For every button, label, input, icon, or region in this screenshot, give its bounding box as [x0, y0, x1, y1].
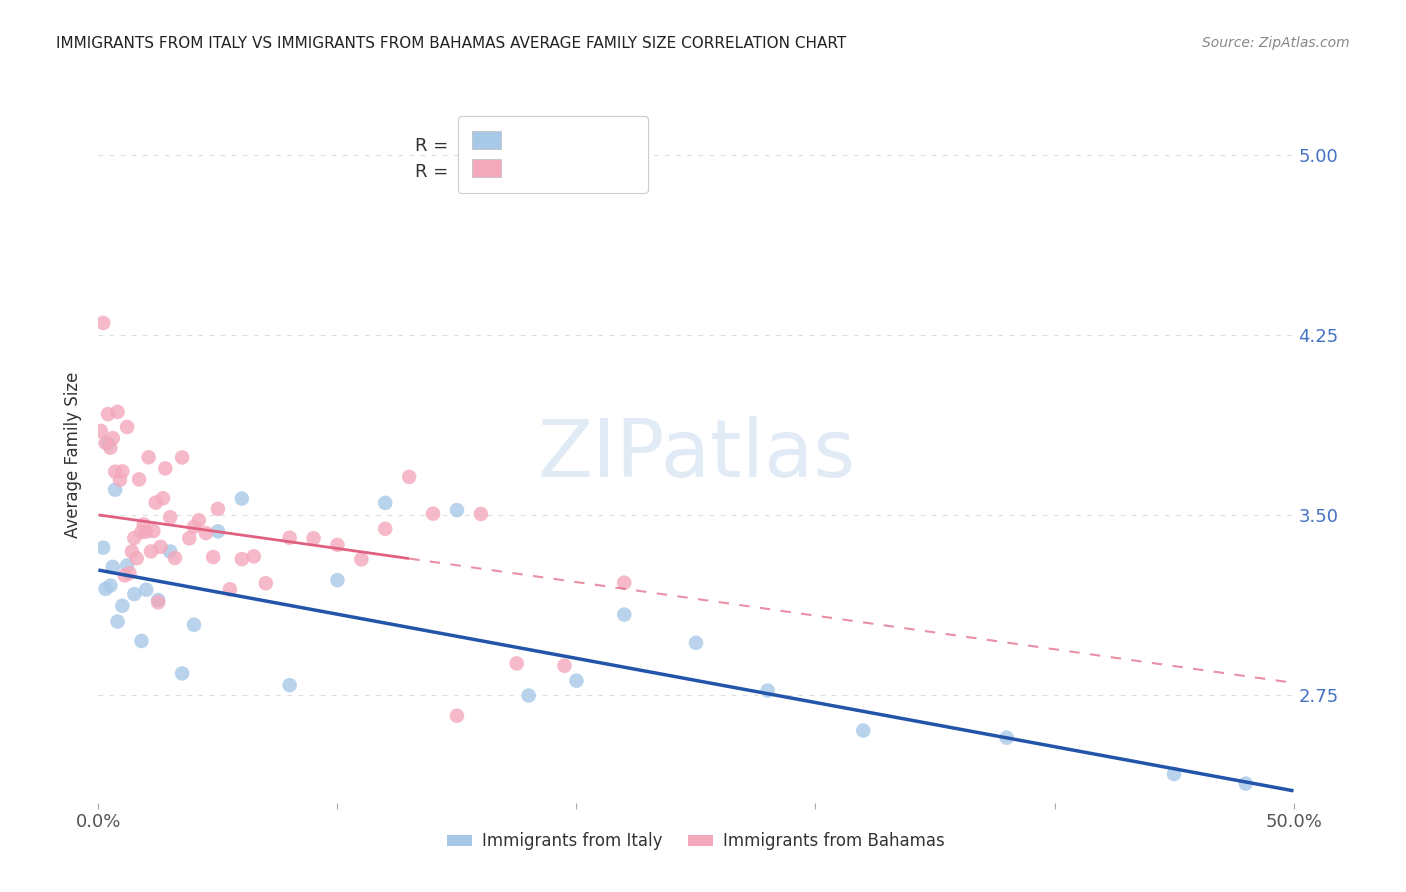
Point: [91, 316, 114, 330]
Point: [350, 552, 373, 566]
Point: [104, 465, 127, 479]
Point: [139, 544, 162, 558]
Point: [111, 464, 134, 478]
Point: [243, 549, 266, 564]
Point: [187, 513, 209, 527]
Point: [517, 689, 540, 703]
Point: [1163, 767, 1185, 781]
Text: N =: N =: [553, 163, 592, 181]
Point: [111, 599, 134, 613]
Point: [202, 549, 225, 564]
Point: [374, 496, 396, 510]
Point: [107, 405, 129, 419]
Legend: Immigrants from Italy, Immigrants from Bahamas: Immigrants from Italy, Immigrants from B…: [440, 826, 952, 857]
Point: [152, 491, 174, 506]
Point: [132, 517, 155, 532]
Y-axis label: Average Family Size: Average Family Size: [65, 372, 83, 538]
Text: IMMIGRANTS FROM ITALY VS IMMIGRANTS FROM BAHAMAS AVERAGE FAMILY SIZE CORRELATION: IMMIGRANTS FROM ITALY VS IMMIGRANTS FROM…: [56, 36, 846, 51]
Point: [104, 483, 127, 497]
Point: [121, 544, 143, 558]
Point: [131, 524, 153, 539]
Point: [124, 587, 146, 601]
Text: 53: 53: [592, 163, 617, 181]
Point: [852, 723, 875, 738]
Point: [135, 524, 157, 539]
Point: [172, 450, 194, 465]
Point: [326, 573, 349, 587]
Point: [108, 473, 131, 487]
Point: [163, 550, 186, 565]
Point: [219, 582, 242, 597]
Point: [183, 617, 205, 632]
Point: [131, 634, 153, 648]
Point: [148, 595, 170, 609]
Point: [149, 540, 172, 554]
Point: [326, 538, 349, 552]
Text: R =: R =: [415, 163, 460, 181]
Point: [101, 431, 124, 445]
Point: [98, 441, 122, 455]
Point: [446, 708, 468, 723]
Point: [172, 666, 194, 681]
Point: [398, 470, 420, 484]
Point: [995, 731, 1018, 745]
Point: [685, 636, 707, 650]
Point: [118, 566, 141, 581]
Point: [179, 531, 201, 545]
Point: [115, 558, 138, 573]
Point: [231, 552, 253, 566]
Point: [97, 407, 120, 421]
Point: [125, 551, 148, 566]
Point: [506, 657, 529, 671]
Text: ZIPatlas: ZIPatlas: [537, 416, 855, 494]
Point: [128, 472, 150, 486]
Text: R =: R =: [415, 137, 454, 155]
Point: [98, 578, 122, 592]
Point: [94, 582, 117, 596]
Point: [1234, 776, 1257, 790]
Point: [155, 461, 177, 475]
Point: [145, 495, 167, 509]
Text: -0.444: -0.444: [472, 137, 530, 155]
Point: [278, 531, 301, 545]
Point: [159, 510, 181, 524]
Point: [90, 424, 112, 438]
Point: [138, 450, 160, 465]
Point: [97, 436, 120, 450]
Point: [302, 531, 325, 545]
Point: [254, 576, 277, 591]
Point: [374, 522, 396, 536]
Point: [91, 541, 114, 555]
Point: [756, 683, 779, 698]
Point: [565, 673, 588, 688]
Point: [101, 560, 124, 574]
Point: [278, 678, 301, 692]
Point: [446, 503, 468, 517]
Point: [422, 507, 444, 521]
Point: [124, 531, 146, 545]
Point: [207, 524, 229, 539]
Point: [135, 582, 157, 597]
Point: [207, 502, 229, 516]
Point: [148, 593, 170, 607]
Point: [613, 575, 636, 590]
Text: N =: N =: [553, 137, 592, 155]
Point: [613, 607, 636, 622]
Point: [107, 615, 129, 629]
Point: [94, 436, 117, 450]
Point: [554, 658, 576, 673]
Point: [114, 568, 136, 582]
Point: [159, 544, 181, 558]
Text: -0.219: -0.219: [472, 163, 530, 181]
Point: [183, 520, 205, 534]
Point: [195, 526, 218, 541]
Point: [142, 524, 165, 538]
Point: [115, 420, 138, 434]
Point: [470, 507, 492, 521]
Text: Source: ZipAtlas.com: Source: ZipAtlas.com: [1202, 36, 1350, 50]
Text: 31: 31: [592, 137, 617, 155]
Point: [231, 491, 253, 506]
